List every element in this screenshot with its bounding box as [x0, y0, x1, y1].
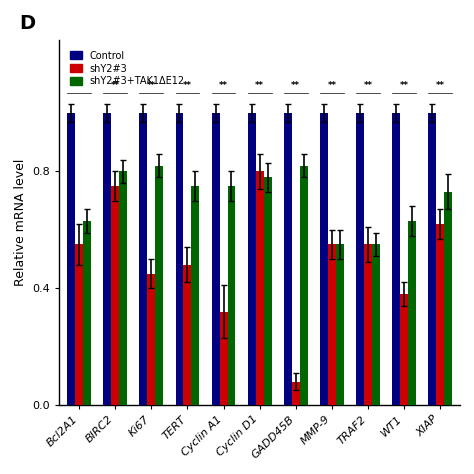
- Bar: [436, 224, 444, 405]
- Bar: [248, 113, 255, 405]
- Text: **: **: [74, 81, 83, 90]
- Text: **: **: [219, 81, 228, 90]
- Text: **: **: [292, 81, 301, 90]
- Text: **: **: [328, 81, 337, 90]
- Text: **: **: [183, 81, 192, 90]
- Bar: [408, 221, 416, 405]
- Bar: [320, 113, 328, 405]
- Bar: [103, 113, 111, 405]
- Bar: [75, 245, 83, 405]
- Bar: [292, 382, 300, 405]
- Bar: [428, 113, 436, 405]
- Bar: [400, 294, 408, 405]
- Bar: [139, 113, 147, 405]
- Text: **: **: [147, 81, 156, 90]
- Bar: [119, 172, 127, 405]
- Text: **: **: [111, 81, 120, 90]
- Bar: [83, 221, 91, 405]
- Bar: [255, 172, 264, 405]
- Bar: [175, 113, 183, 405]
- Bar: [219, 311, 228, 405]
- Bar: [328, 245, 336, 405]
- Bar: [228, 186, 236, 405]
- Bar: [364, 245, 372, 405]
- Bar: [336, 245, 344, 405]
- Bar: [372, 245, 380, 405]
- Text: **: **: [255, 81, 264, 90]
- Bar: [211, 113, 219, 405]
- Legend: Control, shY2#3, shY2#3+TAK1ΔE12: Control, shY2#3, shY2#3+TAK1ΔE12: [68, 49, 187, 89]
- Bar: [284, 113, 292, 405]
- Bar: [300, 165, 308, 405]
- Bar: [392, 113, 400, 405]
- Bar: [155, 165, 163, 405]
- Text: **: **: [436, 81, 445, 90]
- Bar: [444, 192, 452, 405]
- Text: **: **: [400, 81, 409, 90]
- Bar: [183, 265, 191, 405]
- Bar: [111, 186, 119, 405]
- Bar: [67, 113, 75, 405]
- Text: D: D: [19, 14, 35, 33]
- Bar: [264, 177, 272, 405]
- Bar: [191, 186, 200, 405]
- Y-axis label: Relative mRNA level: Relative mRNA level: [14, 159, 27, 286]
- Bar: [147, 273, 155, 405]
- Text: **: **: [364, 81, 373, 90]
- Bar: [356, 113, 364, 405]
